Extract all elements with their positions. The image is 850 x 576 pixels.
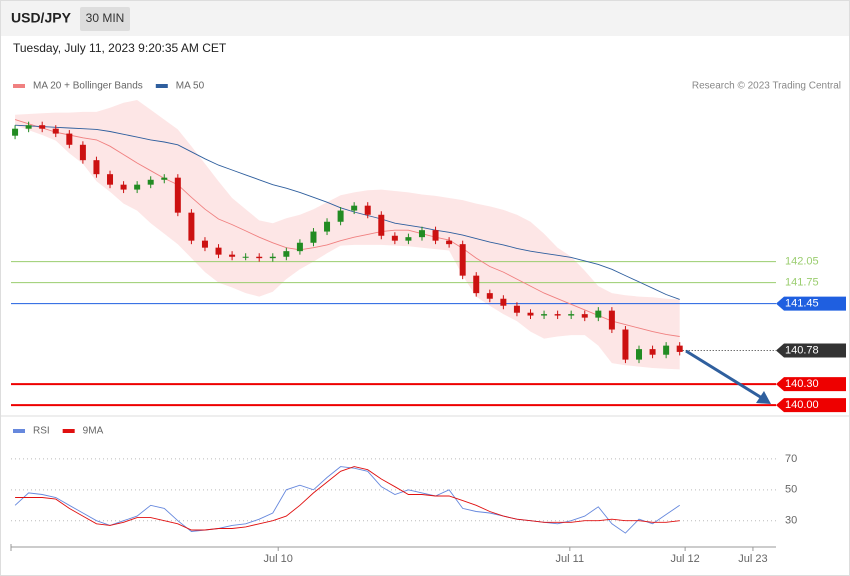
candle-body — [283, 251, 290, 257]
x-tick-label: Jul 12 — [670, 553, 699, 565]
candle-body — [324, 221, 331, 232]
candle-body — [188, 212, 195, 241]
level-label: 142.05 — [785, 256, 819, 268]
level-label: 140.30 — [785, 378, 819, 390]
level-tag — [776, 398, 846, 413]
header-bar — [1, 1, 849, 36]
level-label: 140.00 — [785, 399, 819, 411]
y-tick-label: 50 — [785, 484, 797, 496]
candle-body — [554, 314, 561, 316]
candle-body — [229, 254, 236, 257]
candle-body — [581, 314, 588, 318]
candle-body — [446, 240, 453, 245]
legend-label: RSI — [33, 426, 50, 437]
candle-body — [296, 242, 303, 252]
legend-swatch — [13, 429, 25, 433]
candle-body — [418, 230, 425, 238]
candle-body — [473, 275, 480, 294]
candle-body — [256, 256, 263, 259]
level-label: 141.45 — [785, 298, 819, 310]
candle-body — [541, 314, 548, 316]
candle-body — [432, 230, 439, 241]
candle-body — [500, 298, 507, 306]
candle-body — [174, 177, 181, 213]
legend-label: MA 20 + Bollinger Bands — [33, 81, 143, 92]
candle-body — [663, 345, 670, 355]
date: Tuesday, July 11, 2023 9:20:35 AM CET — [13, 41, 227, 55]
ma-line — [14, 119, 680, 337]
bollinger-band — [15, 100, 680, 370]
rsi-panel: 30 50 70 Jul 10 Jul 11 Jul 12 Jul 23 RSI 9MA — [10, 426, 797, 565]
rsi-line — [15, 466, 680, 531]
credit: Research © 2023 Trading Central — [692, 81, 841, 92]
candle-body — [378, 214, 385, 236]
candle-body — [52, 128, 59, 134]
candle-body — [351, 205, 358, 211]
forecast-arrowhead — [756, 391, 771, 404]
candle-body — [39, 125, 46, 129]
legend-label: MA 50 — [176, 81, 205, 92]
candle-body — [134, 184, 141, 190]
level-tag — [776, 377, 846, 392]
candle-body — [242, 256, 249, 258]
candle-body — [25, 125, 32, 129]
forecast-arrow — [685, 349, 763, 400]
legend-swatch — [155, 84, 168, 88]
interval[interactable]: 30 MIN — [86, 11, 125, 25]
candle-body — [107, 174, 114, 185]
candle-body — [649, 349, 656, 355]
legend-label: 9MA — [83, 426, 104, 437]
candle-body — [12, 128, 19, 136]
y-tick-label: 30 — [785, 515, 797, 527]
candle-body — [405, 237, 412, 241]
candle-body — [595, 310, 602, 318]
candle-body — [636, 349, 643, 360]
level-label: 140.78 — [785, 344, 819, 356]
candle-body — [337, 210, 344, 222]
level-tag — [776, 343, 846, 358]
candle-body — [568, 314, 575, 316]
x-tick-label: Jul 11 — [556, 553, 585, 565]
candle-body — [676, 345, 683, 352]
candle-body — [79, 144, 86, 161]
legend-swatch — [13, 84, 25, 88]
candle-body — [513, 305, 520, 313]
candle-body — [66, 133, 73, 145]
candle-body — [161, 177, 168, 180]
candle-body — [486, 293, 493, 299]
price-panel: 142.05 141.75 141.45 140.78 140.30 140.00 MA 2… — [11, 81, 846, 413]
level-tag — [776, 296, 846, 311]
candle-body — [391, 235, 398, 241]
y-tick-label: 70 — [785, 453, 797, 465]
candle-body — [147, 179, 154, 185]
x-tick-label: Jul 10 — [264, 553, 293, 565]
candle-body — [459, 244, 466, 276]
candle-body — [120, 184, 127, 190]
rsi-line — [14, 466, 680, 534]
candle-body — [310, 231, 317, 243]
legend-swatch — [62, 429, 75, 433]
candle-body — [622, 329, 629, 360]
level-label: 141.75 — [785, 277, 819, 289]
candle-body — [608, 310, 615, 330]
candle-body — [527, 312, 534, 316]
candle-body — [93, 160, 100, 175]
candle-body — [201, 240, 208, 248]
x-tick-label: Jul 23 — [738, 553, 767, 565]
candle-body — [364, 205, 371, 215]
symbol: USD/JPY — [11, 10, 72, 26]
ma-line — [15, 124, 680, 300]
candle-body — [269, 256, 276, 259]
interval-box[interactable] — [80, 7, 130, 31]
candle-body — [215, 247, 222, 255]
